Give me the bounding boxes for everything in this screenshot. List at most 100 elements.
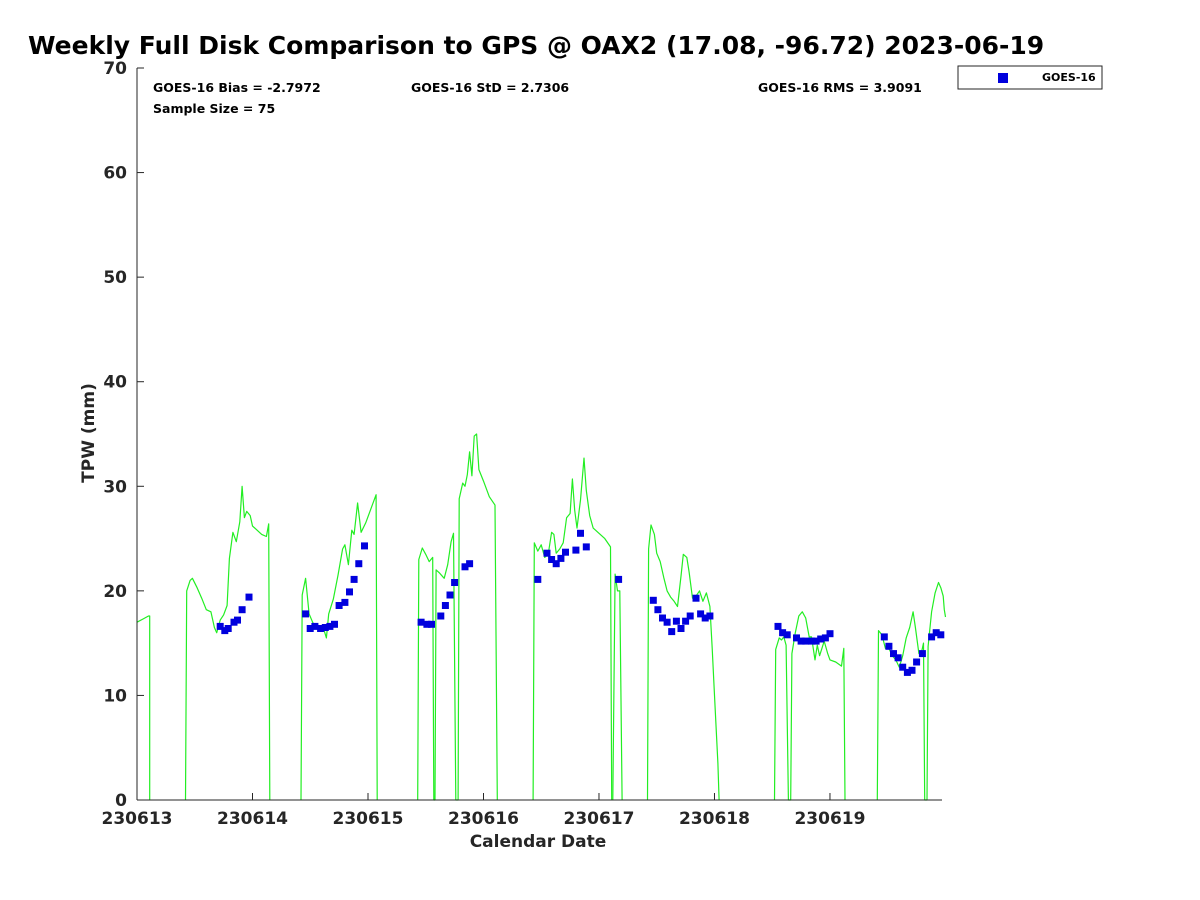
plot-area (136, 68, 947, 801)
rms-annotation: GOES-16 RMS = 3.9091 (758, 80, 922, 95)
legend-label-goes: GOES-16 (1042, 71, 1096, 84)
goes-data-point (677, 625, 685, 632)
std-annotation: GOES-16 StD = 2.7306 (411, 80, 569, 95)
goes-data-point (350, 575, 358, 583)
goes-data-point (793, 634, 800, 642)
goes-data-point (355, 560, 363, 568)
goes-data-point (649, 596, 657, 604)
y-tick-label: 50 (103, 268, 127, 288)
goes-data-point (441, 602, 449, 609)
y-tick-label: 20 (103, 582, 127, 602)
y-axis-ticks: 0 10 20 30 40 50 60 70 (103, 59, 144, 811)
gps-line-segment (646, 524, 720, 801)
goes-data-point (701, 614, 709, 622)
goes-data-point (557, 554, 565, 562)
x-tick-label: 230613 (102, 809, 173, 829)
goes-data-point (543, 549, 551, 557)
goes-data-point (548, 556, 556, 563)
goes-data-point (706, 612, 714, 620)
goes-data-point (663, 618, 671, 626)
goes-data-point (654, 606, 662, 614)
goes-data-point (890, 650, 897, 658)
sample-size-annotation: Sample Size = 75 (153, 101, 275, 116)
goes-data-point (812, 637, 820, 645)
goes-data-point (326, 622, 334, 630)
goes-data-point (779, 629, 787, 637)
x-tick-label: 230614 (217, 809, 288, 829)
goes-data-point (808, 637, 815, 645)
goes-data-point (577, 529, 584, 537)
goes-data-point (821, 634, 829, 642)
x-tick-label: 230619 (794, 809, 865, 829)
goes-data-point (908, 666, 916, 674)
goes-data-point (335, 602, 343, 609)
goes-data-point (321, 624, 329, 631)
goes-data-point (682, 617, 690, 625)
gps-series-layer (136, 433, 947, 801)
goes-data-point (918, 650, 926, 658)
goes-data-point (783, 631, 791, 639)
stats-annotations: GOES-16 Bias = -2.7972 GOES-16 StD = 2.7… (153, 80, 922, 116)
goes-data-point (451, 579, 459, 586)
y-tick-label: 10 (103, 686, 127, 706)
goes-data-point (697, 610, 705, 618)
goes-data-point (659, 614, 666, 622)
goes-data-point (668, 628, 676, 636)
goes-data-point (615, 575, 623, 583)
y-tick-label: 70 (103, 59, 127, 79)
goes-data-point (894, 654, 902, 662)
y-tick-label: 30 (103, 477, 127, 497)
goes-data-point (311, 622, 319, 630)
goes-data-point (302, 610, 310, 618)
y-tick-label: 40 (103, 373, 127, 393)
goes-data-point (802, 637, 810, 645)
goes-data-point (937, 631, 945, 639)
goes-data-point (562, 548, 569, 556)
goes-series-layer (216, 529, 945, 676)
goes-data-point (552, 560, 560, 568)
chart-title: Weekly Full Disk Comparison to GPS @ OAX… (28, 31, 1044, 60)
goes-data-point (572, 546, 580, 554)
goes-data-point (224, 625, 232, 632)
legend-box (957, 65, 1103, 90)
goes-data-point (417, 618, 425, 626)
goes-data-point (817, 635, 825, 643)
goes-data-point (216, 622, 224, 630)
bias-annotation: GOES-16 Bias = -2.7972 (153, 80, 321, 95)
goes-data-point (880, 633, 888, 641)
goes-data-point (428, 620, 435, 628)
y-tick-label: 0 (115, 791, 127, 811)
x-tick-label: 230617 (563, 809, 634, 829)
gps-line-segment (300, 494, 378, 801)
goes-data-point (899, 663, 907, 671)
x-tick-label: 230616 (448, 809, 519, 829)
x-tick-label: 230618 (679, 809, 750, 829)
goes-data-point (331, 620, 338, 628)
goes-data-point (234, 616, 241, 624)
y-tick-label: 60 (103, 164, 127, 184)
goes-data-point (446, 591, 454, 599)
goes-data-point (885, 642, 893, 650)
plot-background (137, 68, 942, 800)
goes-data-point (317, 625, 325, 632)
gps-line-segment (532, 457, 613, 801)
gps-line-segment (612, 573, 623, 801)
goes-data-point (341, 598, 349, 606)
axes (136, 68, 942, 801)
goes-data-point (466, 560, 474, 568)
goes-data-point (903, 668, 911, 676)
goes-data-point (534, 575, 542, 583)
goes-data-point (423, 620, 431, 628)
x-axis-ticks: 230613 230614 230615 230616 230617 230618 2306… (102, 793, 865, 829)
goes-data-point (774, 622, 782, 630)
goes-data-point (361, 542, 368, 550)
x-axis-label: Calendar Date (470, 832, 607, 852)
goes-data-point (692, 594, 700, 602)
legend: GOES-16 (957, 65, 1103, 90)
goes-data-point (797, 637, 805, 645)
goes-data-point (437, 612, 445, 620)
goes-data-point (346, 588, 353, 596)
goes-data-point (238, 606, 246, 614)
gps-line-segment (136, 615, 151, 800)
